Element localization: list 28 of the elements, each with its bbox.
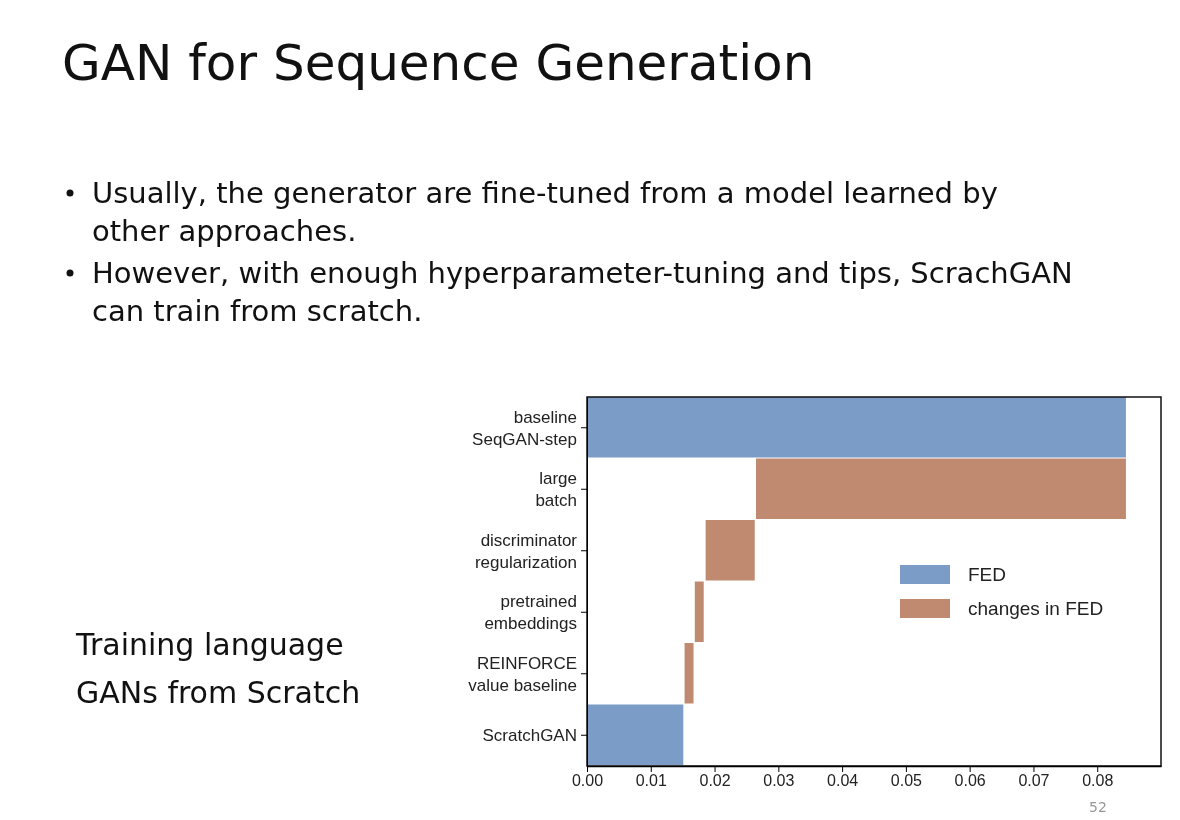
x-tick-label: 0.02	[699, 772, 731, 790]
x-tick-label: 0.07	[1018, 772, 1050, 790]
y-tick-label: large batch	[535, 469, 577, 511]
y-tick-label: ScratchGAN	[482, 726, 577, 746]
x-tick-label: 0.03	[763, 772, 795, 790]
text: However, with enough hyperparameter-tuning and tips, ScrachGAN can train from scratch.	[92, 256, 1073, 328]
legend-label: FED	[968, 564, 1006, 585]
x-tick-label: 0.05	[890, 772, 923, 790]
bar	[587, 397, 1126, 458]
x-tick-label: 0.00	[571, 772, 604, 790]
chart-title: GAN for Sequence Generation	[62, 34, 815, 92]
legend-label: changes in FED	[968, 598, 1104, 619]
bar	[684, 643, 694, 704]
bar	[756, 458, 1126, 519]
x-tick-label: 0.04	[827, 772, 859, 790]
x-tick-label: 0.01	[635, 772, 667, 790]
bar	[694, 581, 704, 642]
text: Training language GANs from Scratch	[75, 627, 361, 710]
bar	[587, 704, 684, 765]
y-tick-label: baseline SeqGAN-step	[472, 407, 577, 449]
y-tick-label: pretrained embeddings	[484, 592, 577, 634]
y-tick-label: REINFORCE value baseline	[468, 653, 577, 695]
text: Usually, the generator are fine-tuned from a model learned by other approaches.	[92, 176, 998, 248]
y-tick-label: discriminator regularization	[474, 530, 578, 572]
x-tick-label: 0.06	[954, 772, 986, 790]
bar	[705, 520, 755, 581]
x-tick-label: 0.08	[1082, 772, 1114, 790]
text: 52	[1089, 799, 1107, 815]
